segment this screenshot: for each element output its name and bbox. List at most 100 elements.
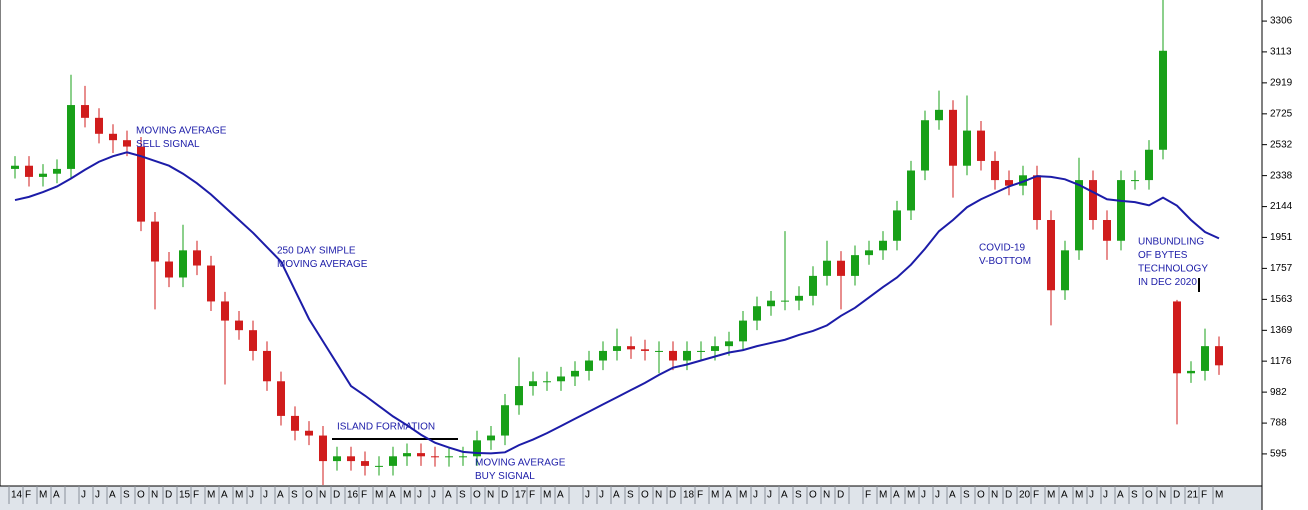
x-tick-label: A (221, 490, 228, 501)
x-tick-label: F (865, 490, 871, 501)
candle-body (11, 165, 19, 169)
candle-body (109, 133, 117, 141)
candle-body (81, 105, 89, 118)
candle-body (949, 109, 957, 166)
candle-body (417, 453, 425, 457)
x-tick-label: 18 (683, 490, 695, 501)
x-tick-label: M (375, 490, 383, 501)
x-tick-label: J (95, 490, 100, 501)
candle-body (627, 346, 635, 350)
candle-body (137, 146, 145, 222)
x-tick-label: O (809, 490, 817, 501)
candle-body (977, 130, 985, 161)
candle-body (865, 250, 873, 256)
candle-body (347, 456, 355, 462)
x-tick-label: J (249, 490, 254, 501)
candle-body (207, 265, 215, 302)
candle-body (837, 260, 845, 276)
candle-body (249, 330, 257, 351)
candle-body (459, 456, 467, 458)
candle-body (1201, 346, 1209, 371)
candle-body (319, 435, 327, 462)
x-tick-label: A (557, 490, 564, 501)
candle-body (1187, 370, 1195, 374)
candle-body (473, 440, 481, 457)
x-tick-label: F (25, 490, 31, 501)
x-tick-label: M (1075, 490, 1083, 501)
x-tick-label: D (165, 490, 172, 501)
candle-body (823, 260, 831, 276)
x-tick-label: M (739, 490, 747, 501)
x-tick-label: F (361, 490, 367, 501)
x-tick-label: F (193, 490, 199, 501)
x-tick-label: M (879, 490, 887, 501)
x-tick-label: O (305, 490, 313, 501)
x-tick-label: D (501, 490, 508, 501)
annotation: MOVING AVERAGE (277, 259, 368, 270)
annotation: BUY SIGNAL (475, 471, 535, 482)
x-tick-label: 17 (515, 490, 527, 501)
x-tick-label: N (319, 490, 326, 501)
candle-body (669, 350, 677, 361)
candle-body (1061, 250, 1069, 291)
x-tick-label: M (543, 490, 551, 501)
candle-body (123, 140, 131, 147)
candle-body (991, 160, 999, 181)
x-tick-label: J (417, 490, 422, 501)
candle-body (67, 105, 75, 169)
x-tick-label: O (473, 490, 481, 501)
candle-body (781, 300, 789, 302)
candle-body (921, 120, 929, 171)
y-tick-label: 2919 (1270, 78, 1293, 89)
x-tick-label: N (823, 490, 830, 501)
x-tick-label: S (627, 490, 634, 501)
x-tick-label: D (1173, 490, 1180, 501)
candle-body (571, 370, 579, 377)
candle-body (263, 350, 271, 382)
candle-body (935, 109, 943, 121)
candle-body (1075, 180, 1083, 251)
x-tick-label: J (921, 490, 926, 501)
y-tick-label: 2144 (1270, 201, 1293, 212)
x-tick-label: J (431, 490, 436, 501)
x-tick-label: 15 (179, 490, 191, 501)
annotation: TECHNOLOGY (1138, 264, 1208, 275)
x-tick-label: J (1089, 490, 1094, 501)
y-tick-label: 595 (1270, 449, 1287, 460)
x-tick-label: M (711, 490, 719, 501)
candle-body (53, 168, 61, 174)
candle-body (767, 300, 775, 307)
y-tick-label: 1757 (1270, 263, 1293, 274)
x-tick-label: J (753, 490, 758, 501)
candle-body (221, 301, 229, 321)
candle-body (683, 350, 691, 361)
x-tick-label: F (1201, 490, 1207, 501)
y-tick-label: 982 (1270, 387, 1287, 398)
candle-body (235, 320, 243, 331)
annotation: OF BYTES (1138, 250, 1188, 261)
x-tick-label: M (39, 490, 47, 501)
x-tick-label: S (459, 490, 466, 501)
annotation: IN DEC 2020 (1138, 277, 1197, 288)
x-tick-label: N (151, 490, 158, 501)
y-tick-label: 3306 (1270, 16, 1293, 27)
candle-body (445, 456, 453, 458)
candle-body (613, 346, 621, 351)
y-tick-label: 1176 (1270, 356, 1292, 367)
x-tick-label: D (333, 490, 340, 501)
y-tick-label: 788 (1270, 418, 1287, 429)
candle-body (879, 240, 887, 251)
candle-body (1103, 220, 1111, 241)
x-tick-label: N (991, 490, 998, 501)
candle-body (179, 250, 187, 278)
candle-body (1005, 180, 1013, 186)
candle-body (277, 381, 285, 416)
x-tick-label: M (1047, 490, 1055, 501)
candle-body (739, 320, 747, 342)
candle-body (795, 295, 803, 301)
candle-body (907, 170, 915, 211)
candle-body (725, 341, 733, 347)
x-tick-label: A (109, 490, 116, 501)
